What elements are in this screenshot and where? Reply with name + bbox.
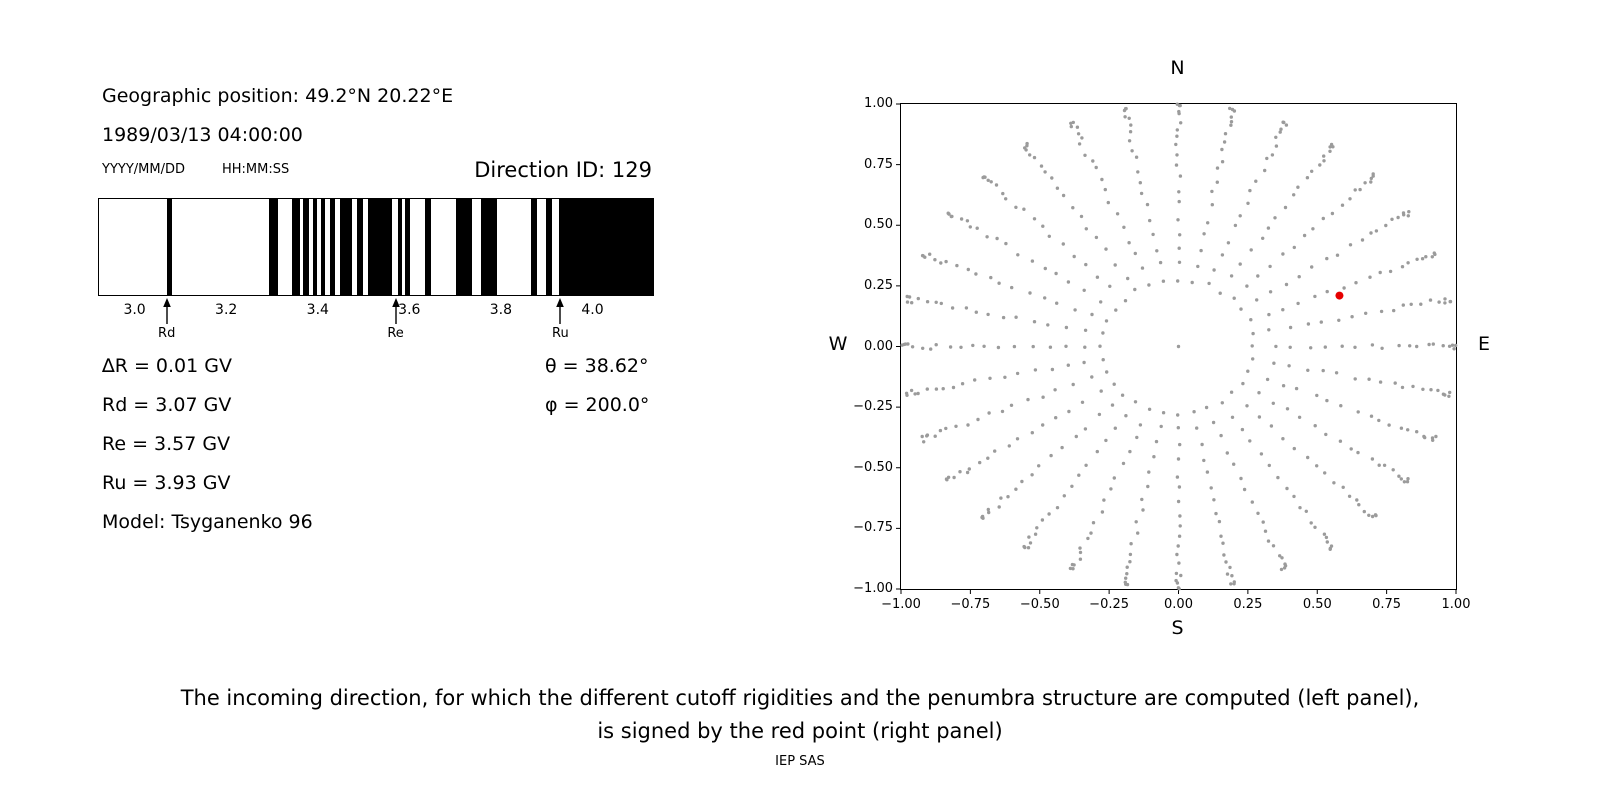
compass-north-label: N [1170,57,1185,79]
x-tick-label: 1.00 [1441,597,1471,612]
penumbra-x-tick-label: 3.6 [398,302,421,318]
geo-position-text: Geographic position: 49.2°N 20.22°E [102,85,454,107]
penumbra-x-tick-label: 4.0 [581,302,604,318]
theta-value: θ = 38.62° [545,355,649,377]
y-tick-label: −1.00 [853,581,893,596]
penumbra-forbidden-band [404,199,411,295]
penumbra-forbidden-band [339,199,353,295]
direction-map-canvas [896,102,1458,594]
compass-west-label: W [828,333,848,355]
x-tick-label: 0.50 [1302,597,1332,612]
y-tick-label: 0.00 [864,338,893,354]
x-tick-label: −1.00 [881,597,921,612]
marker-label-ru: Ru [552,326,569,341]
marker-arrow-ru [556,298,565,324]
y-tick-label: −0.50 [853,459,893,475]
date-format-label: YYYY/MM/DD [102,162,185,177]
x-tick-label: −0.25 [1089,597,1130,612]
compass-east-label: E [1477,333,1490,355]
penumbra-x-tick-label: 3.0 [123,302,146,318]
penumbra-forbidden-band [531,199,538,295]
rd-value: Rd = 3.07 GV [102,394,232,416]
marker-label-rd: Rd [158,326,176,341]
model-name: Model: Tsyganenko 96 [102,511,313,533]
y-tick-label: 0.75 [864,156,893,172]
caption-line-1: The incoming direction, for which the di… [180,686,1420,710]
penumbra-forbidden-band [425,199,432,295]
marker-arrow-re [391,298,400,324]
penumbra-plot-area [98,198,654,296]
y-tick-label: 1.00 [864,96,893,111]
x-tick-label: 0.75 [1372,597,1402,612]
selected-direction-dot [1335,291,1344,300]
marker-arrow-rd [162,298,171,324]
re-value: Re = 3.57 GV [102,433,231,455]
penumbra-forbidden-band [455,199,472,295]
credit-text: IEP SAS [775,754,825,769]
penumbra-x-tick-label: 3.2 [215,302,238,318]
x-tick-label: 0.25 [1233,597,1263,612]
datetime-text: 1989/03/13 04:00:00 [102,124,303,146]
penumbra-forbidden-band [291,199,300,295]
penumbra-forbidden-band [302,199,309,295]
penumbra-forbidden-band [368,199,392,295]
caption-line-2: is signed by the red point (right panel) [597,719,1003,743]
penumbra-forbidden-band [329,199,335,295]
penumbra-forbidden-band [312,199,318,295]
y-tick-label: −0.25 [853,399,893,415]
x-tick-label: 0.00 [1164,597,1193,612]
y-tick-label: 0.25 [864,277,893,293]
marker-label-re: Re [387,326,404,341]
penumbra-forbidden-band [357,199,364,295]
penumbra-forbidden-band [546,199,553,295]
penumbra-x-tick-label: 3.8 [489,302,513,318]
compass-south-label: S [1171,617,1184,639]
time-format-label: HH:MM:SS [222,162,290,177]
direction-grid-dots [900,102,1458,591]
penumbra-forbidden-band [166,199,172,295]
direction-map-plot-area: −1.00 −0.75 −0.50 −0.25 0.00 0.25 0.50 0.75 1.00… [853,96,1470,612]
x-tick-label: −0.75 [950,597,991,612]
penumbra-forbidden-band [269,199,279,295]
penumbra-forbidden-band [480,199,497,295]
delta-r-value: ∆R = 0.01 GV [102,355,232,377]
penumbra-chart: 3.0 3.2 3.4 3.6 3.8 4.0 Rd Re Ru [98,198,654,348]
penumbra-x-tick-label: 3.4 [306,302,329,318]
phi-value: φ = 200.0° [545,394,650,416]
x-tick-label: −0.50 [1019,597,1060,612]
axis-ticks [896,103,1457,594]
y-tick-label: 0.50 [864,217,893,233]
direction-id-label: Direction ID: 129 [474,158,652,182]
y-tick-label: −0.75 [853,520,893,536]
penumbra-forbidden-band [321,199,325,295]
penumbra-forbidden-band [559,199,653,295]
ru-value: Ru = 3.93 GV [102,472,231,494]
penumbra-forbidden-band [398,199,402,295]
